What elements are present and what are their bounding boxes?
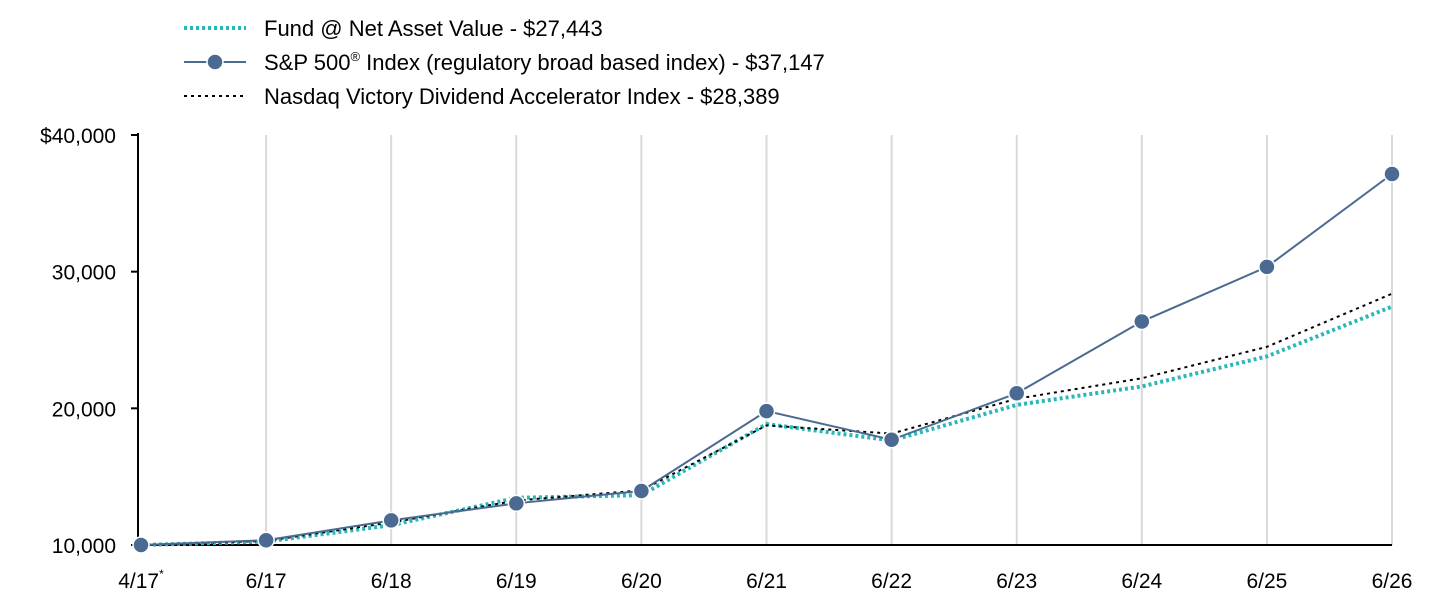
tick-labels: 10,000 20,000 30,000 $40,000 4/17* 6/17 6/18 6/… xyxy=(40,125,1412,593)
series-point xyxy=(1007,384,1026,403)
x-tick-label: 6/25 xyxy=(1246,570,1287,593)
series-point xyxy=(632,482,651,500)
series-point xyxy=(1258,258,1276,276)
x-tick-label: 6/26 xyxy=(1372,570,1413,593)
x-tick-label: 6/22 xyxy=(871,570,912,593)
series-point xyxy=(757,402,776,420)
series-point xyxy=(257,531,275,549)
series-point xyxy=(507,494,526,513)
series-point xyxy=(1133,312,1151,331)
series-line-1 xyxy=(140,304,1393,547)
legend: Fund @ Net Asset Value - $27,443 S&P 500®… xyxy=(184,16,825,109)
series-point xyxy=(1383,165,1401,183)
x-tick-label: 6/21 xyxy=(746,570,787,593)
x-tick-label: 6/17 xyxy=(246,570,287,593)
plot-area xyxy=(132,165,1401,554)
series-line-3 xyxy=(140,292,1393,546)
y-tick-label: $40,000 xyxy=(40,125,116,148)
series-point xyxy=(382,511,400,530)
x-tick-label: 6/23 xyxy=(996,570,1037,593)
x-tick-label: 6/19 xyxy=(496,570,537,593)
axes xyxy=(131,133,1392,546)
series-point xyxy=(132,536,150,554)
y-tick-label: 10,000 xyxy=(52,535,116,558)
grid-lines xyxy=(265,135,1393,545)
x-tick-label: 4/17* xyxy=(118,567,164,593)
legend-label-2: S&P 500® Index (regulatory broad based i… xyxy=(264,49,825,75)
series-point xyxy=(882,431,901,449)
y-tick-label: 20,000 xyxy=(52,398,116,421)
y-tick-label: 30,000 xyxy=(52,262,116,285)
legend-label-1: Fund @ Net Asset Value - $27,443 xyxy=(264,16,603,41)
legend-label-3: Nasdaq Victory Dividend Accelerator Inde… xyxy=(264,84,780,109)
x-tick-label: 6/24 xyxy=(1121,570,1162,593)
legend-marker xyxy=(206,53,224,71)
x-tick-label: 6/18 xyxy=(371,570,412,593)
x-tick-label: 6/20 xyxy=(621,570,662,593)
